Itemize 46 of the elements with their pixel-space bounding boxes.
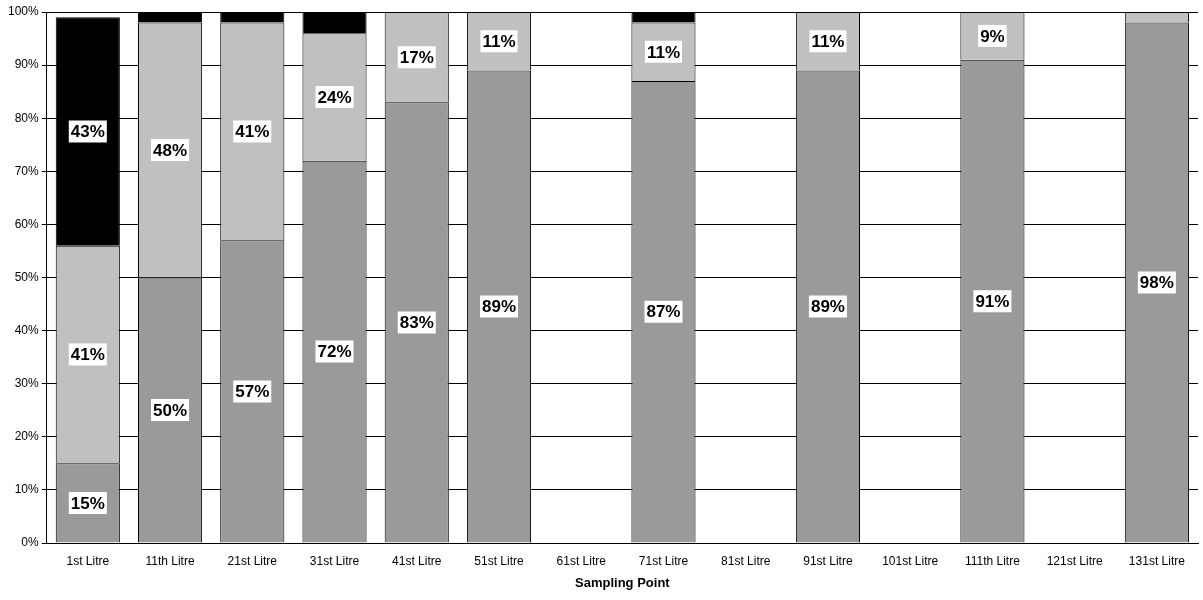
data-label: 89%	[481, 297, 517, 317]
y-tick-label: 70%	[14, 163, 40, 178]
x-tick-label: 81st Litre	[721, 553, 771, 568]
data-label: 91%	[975, 291, 1010, 311]
data-label: 89%	[810, 297, 845, 317]
x-tick-label: 61st Litre	[556, 553, 607, 568]
x-tick-label: 31st Litre	[309, 553, 360, 568]
data-label: 83%	[399, 313, 434, 333]
x-axis-title: Sampling Point	[575, 574, 671, 590]
data-label: 11%	[811, 31, 845, 51]
data-label: 98%	[1139, 273, 1174, 293]
data-label: 48%	[153, 140, 188, 160]
data-label: 72%	[317, 342, 352, 362]
data-label: 11%	[646, 42, 681, 62]
x-tick-label: 41st Litre	[392, 553, 442, 568]
y-tick-label: 60%	[14, 216, 40, 231]
y-tick-label: 50%	[14, 269, 40, 284]
x-tick-label: 111th Litre	[964, 553, 1021, 568]
x-tick-label: 101st Litre	[882, 553, 939, 568]
y-tick-label: 90%	[14, 57, 40, 72]
data-label: 15%	[70, 493, 105, 513]
data-label: 50%	[153, 400, 188, 420]
x-tick-label: 11th Litre	[145, 553, 195, 568]
data-label: 17%	[399, 47, 434, 67]
x-tick-label: 51st Litre	[474, 553, 524, 568]
data-label: 41%	[235, 122, 270, 142]
y-tick-label: 80%	[14, 110, 40, 125]
x-tick-label: 121st Litre	[1046, 553, 1103, 568]
y-tick-label: 40%	[14, 322, 40, 337]
x-tick-label: 131st Litre	[1128, 553, 1186, 568]
data-label: 11%	[482, 31, 516, 51]
data-label: 41%	[70, 345, 105, 365]
data-label: 43%	[70, 122, 105, 142]
x-tick-label: 91st Litre	[803, 553, 853, 568]
y-tick-label: 30%	[14, 376, 40, 391]
y-tick-label: 20%	[14, 429, 40, 444]
x-tick-label: 21st Litre	[227, 553, 278, 568]
data-label: 24%	[317, 87, 352, 107]
y-tick-label: 100%	[7, 4, 40, 19]
data-label: 57%	[235, 382, 270, 402]
data-label: 9%	[980, 26, 1005, 46]
data-label: 87%	[646, 302, 681, 322]
y-tick-label: 0%	[21, 535, 40, 550]
x-tick-label: 71st Litre	[638, 553, 689, 568]
x-tick-label: 1st Litre	[66, 553, 110, 568]
y-tick-label: 10%	[14, 482, 40, 497]
